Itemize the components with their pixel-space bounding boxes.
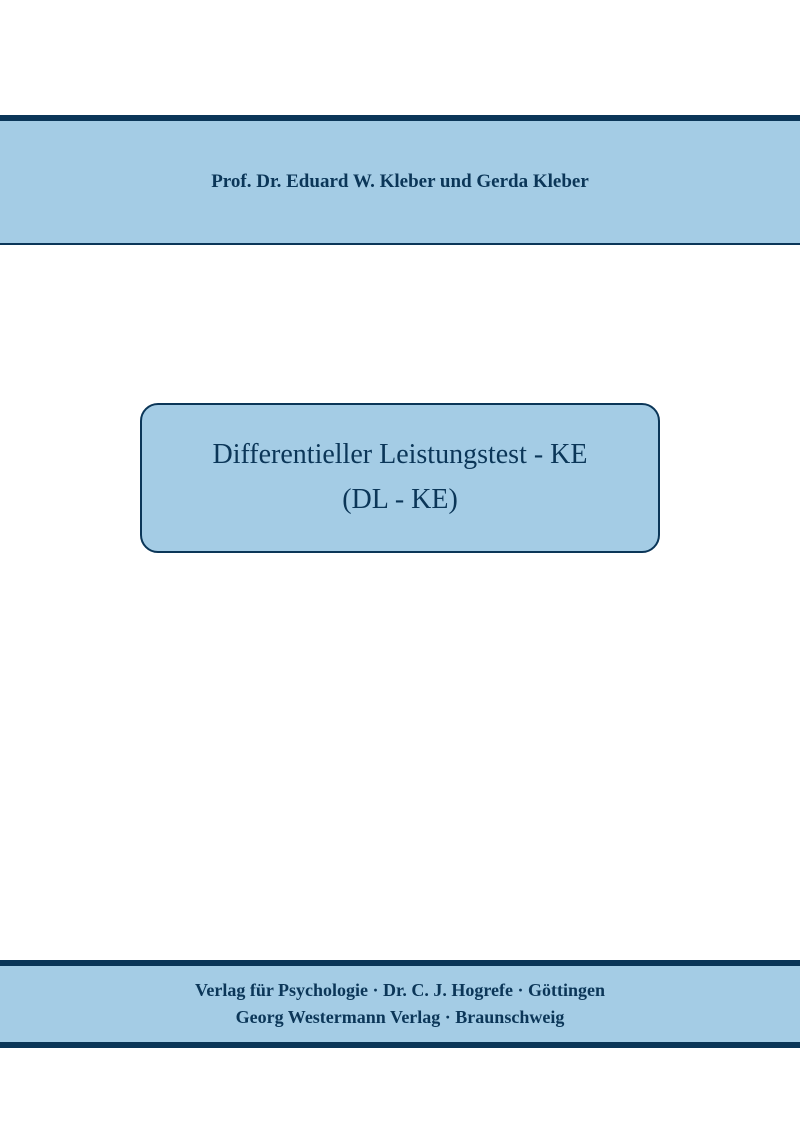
publisher-line-1: Verlag für Psychologie · Dr. C. J. Hogre… — [195, 980, 605, 1001]
title-line-2: (DL - KE) — [162, 478, 638, 523]
publisher-band: Verlag für Psychologie · Dr. C. J. Hogre… — [0, 960, 800, 1048]
author-band: Prof. Dr. Eduard W. Kleber und Gerda Kle… — [0, 115, 800, 245]
publisher-line-2: Georg Westermann Verlag · Braunschweig — [236, 1007, 565, 1028]
title-line-1: Differentieller Leistungstest - KE — [162, 433, 638, 478]
author-text: Prof. Dr. Eduard W. Kleber und Gerda Kle… — [211, 171, 589, 193]
title-box: Differentieller Leistungstest - KE (DL -… — [140, 403, 660, 553]
